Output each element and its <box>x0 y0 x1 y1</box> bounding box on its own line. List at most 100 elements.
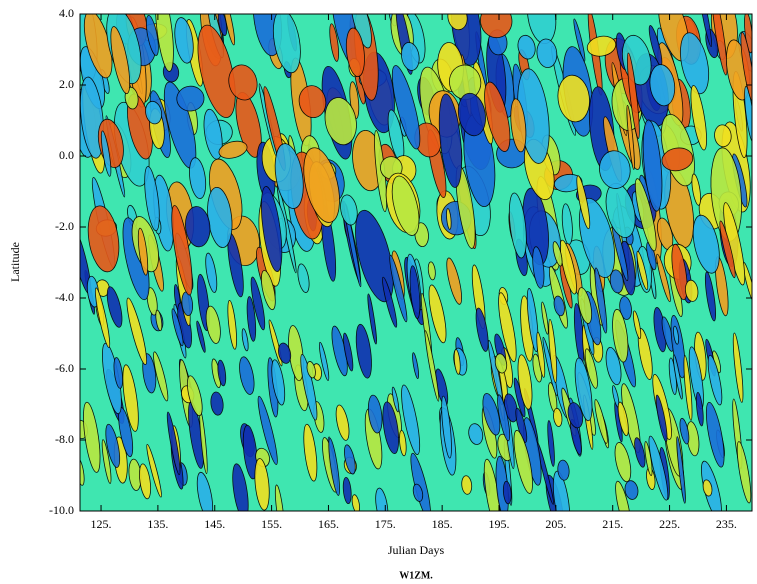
contour-patch <box>412 483 424 502</box>
contour-patch <box>87 205 120 273</box>
contour-patch <box>401 384 421 455</box>
contour-patch <box>83 401 101 473</box>
contour-patch <box>335 404 350 441</box>
contour-patch <box>324 97 357 146</box>
contour-patch <box>517 34 536 60</box>
contour-patch <box>557 459 570 481</box>
contour-patch <box>636 250 649 291</box>
contour-patch <box>497 394 511 442</box>
contour-patch <box>510 98 527 153</box>
contour-patch <box>553 407 563 427</box>
contour-patch <box>626 104 635 170</box>
contour-patch <box>451 14 482 66</box>
contour-patch <box>457 92 486 137</box>
contour-patch <box>513 430 533 494</box>
contour-patch <box>343 332 354 372</box>
x-tick-label: 155. <box>261 517 282 531</box>
contour-patch <box>446 208 452 230</box>
x-tick-label: 235. <box>716 517 737 531</box>
contour-patch <box>196 471 214 511</box>
contour-patch <box>412 352 419 379</box>
contour-patch <box>382 276 398 328</box>
contour-patch <box>475 307 489 352</box>
contour-patch <box>680 32 710 95</box>
contour-patch <box>732 332 744 403</box>
contour-patch <box>536 331 546 378</box>
contour-patch <box>627 52 640 139</box>
contour-patch <box>246 296 257 342</box>
plot-frame <box>79 13 753 512</box>
contour-patch <box>586 35 617 57</box>
contour-patch <box>122 364 139 432</box>
contour-patch <box>239 356 255 395</box>
contour-patch <box>695 392 704 427</box>
contour-patch <box>105 423 121 468</box>
contour-patch <box>298 85 327 119</box>
contour-patch <box>498 292 517 363</box>
contour-patch <box>210 391 224 416</box>
contour-patch <box>644 441 653 476</box>
contour-patch <box>185 206 211 248</box>
contour-patch <box>94 287 111 348</box>
contour-patch <box>228 64 258 101</box>
contour-patch <box>126 297 147 366</box>
contour-patch <box>617 401 629 437</box>
contour-patch <box>146 443 162 498</box>
contour-patch <box>707 354 723 406</box>
contour-patch <box>655 394 668 442</box>
contour-field <box>80 14 752 511</box>
contour-patch <box>217 359 227 387</box>
contour-patch <box>367 394 383 434</box>
contour-patch <box>515 407 528 443</box>
contour-patch <box>574 357 593 422</box>
contour-patch <box>409 265 421 319</box>
contour-patch <box>153 351 169 402</box>
x-tick-label: 215. <box>602 517 623 531</box>
contour-patch <box>702 479 713 497</box>
contour-patch <box>189 157 207 200</box>
contour-patch <box>502 480 512 505</box>
x-tick-label: 195. <box>489 517 510 531</box>
x-axis-label: Julian Days <box>388 543 445 557</box>
contour-patch <box>517 354 533 410</box>
contour-patch <box>685 279 699 302</box>
contour-patch <box>389 254 408 323</box>
contour-patch <box>424 330 440 402</box>
contour-patch <box>661 147 694 172</box>
contour-patch <box>375 487 389 511</box>
x-tick-label: 185. <box>432 517 453 531</box>
contour-patch <box>171 205 193 296</box>
contour-patch <box>80 76 105 159</box>
contour-patch <box>176 85 205 112</box>
contour-patch <box>698 14 713 47</box>
contour-patch <box>391 386 400 413</box>
contour-patch <box>345 27 365 77</box>
contour-patch <box>552 241 563 267</box>
contour-patch <box>548 319 558 383</box>
contour-patch <box>594 267 608 334</box>
contour-patch <box>342 476 352 505</box>
x-tick-label: 135. <box>147 517 168 531</box>
contour-patch <box>113 357 124 389</box>
contour-patch <box>328 437 340 496</box>
contour-patch <box>250 276 266 331</box>
contour-patch <box>391 65 421 150</box>
contour-patch <box>271 359 286 406</box>
contour-patch <box>367 293 377 345</box>
contour-patch <box>484 81 511 152</box>
contour-patch <box>306 361 316 379</box>
contour-patch <box>584 348 598 389</box>
contour-patch <box>254 458 270 511</box>
y-axis-label: Latitude <box>8 242 22 282</box>
contour-patch <box>139 463 152 500</box>
contour-patch <box>391 175 420 236</box>
contour-patch <box>690 85 707 151</box>
contour-patch <box>382 401 400 455</box>
contour-patch <box>614 442 632 483</box>
x-tick-label: 165. <box>318 517 339 531</box>
contour-patch <box>612 308 629 363</box>
contour-patch <box>260 270 276 311</box>
contour-patch <box>553 295 565 317</box>
contour-patch <box>257 395 278 465</box>
contour-patch <box>303 147 340 223</box>
